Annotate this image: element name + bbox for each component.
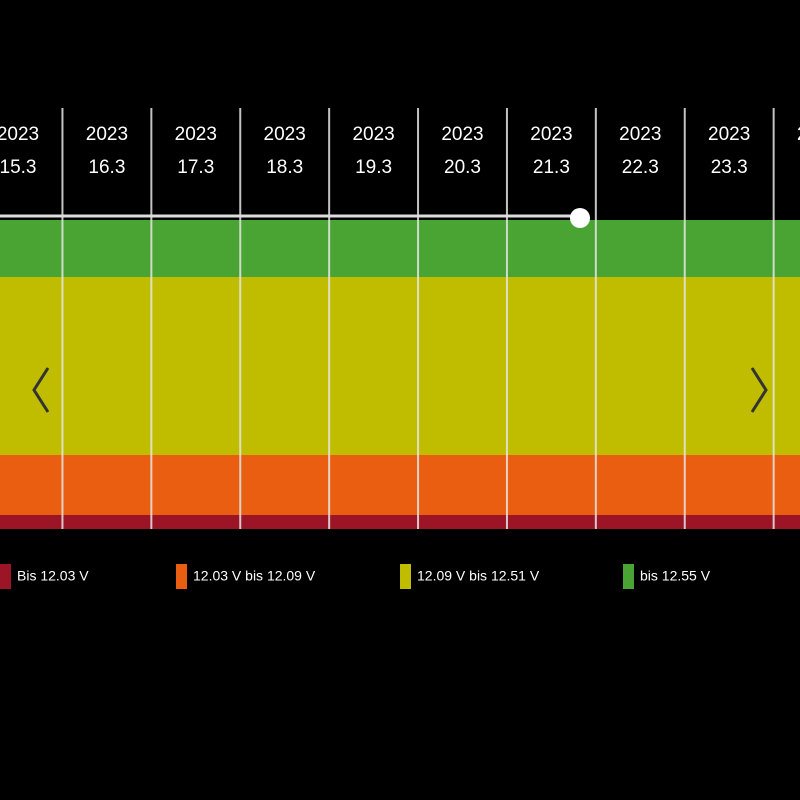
- legend-label: Bis 12.03 V: [17, 568, 89, 584]
- legend-label: 12.09 V bis 12.51 V: [417, 568, 540, 584]
- next-arrow[interactable]: [750, 367, 768, 413]
- current-marker: [570, 208, 590, 228]
- band-yellow: [0, 277, 800, 455]
- column-date: 19.3: [355, 157, 392, 178]
- columns: 2023 15.3 2023 16.3 2023 17.3 2023 18.3 2023 19.3…: [0, 108, 800, 529]
- band-orange: [0, 455, 800, 515]
- column-date: 22.3: [622, 157, 659, 178]
- column-year: 2023: [530, 124, 572, 145]
- legend-swatch: [400, 564, 411, 589]
- column-year: 2023: [352, 124, 394, 145]
- column-date: 20.3: [444, 157, 481, 178]
- legend-swatch: [0, 564, 11, 589]
- band-green: [0, 220, 800, 277]
- column-year: 2023: [0, 124, 39, 145]
- legend-label: 12.03 V bis 12.09 V: [193, 568, 316, 584]
- column-date: 16.3: [88, 157, 125, 178]
- column-year: 2023: [441, 124, 483, 145]
- column-date: 15.3: [0, 157, 36, 178]
- column-year: 2023: [175, 124, 217, 145]
- column-year: 2023: [797, 124, 800, 145]
- legend-label: bis 12.55 V: [640, 568, 711, 584]
- band-red: [0, 515, 800, 529]
- prev-arrow[interactable]: [32, 367, 50, 413]
- legend: Bis 12.03 V 12.03 V bis 12.09 V 12.09 V bi…: [0, 564, 711, 589]
- column-date: 17.3: [177, 157, 214, 178]
- column-date: 21.3: [533, 157, 570, 178]
- column-year: 2023: [619, 124, 661, 145]
- column-year: 2023: [708, 124, 750, 145]
- column-year: 2023: [86, 124, 128, 145]
- column-date: 18.3: [266, 157, 303, 178]
- column-date: 23.3: [711, 157, 748, 178]
- legend-swatch: [176, 564, 187, 589]
- column-year: 2023: [264, 124, 306, 145]
- legend-swatch: [623, 564, 634, 589]
